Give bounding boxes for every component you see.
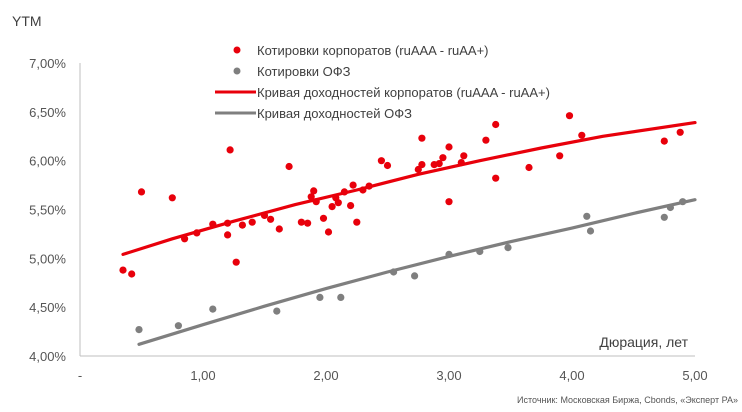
data-point-corporate xyxy=(492,120,500,129)
data-point-corporate xyxy=(349,181,357,189)
data-point-corporate xyxy=(307,193,315,201)
data-point-corporate xyxy=(181,235,189,243)
data-point-ofz xyxy=(583,212,591,220)
data-point-corporate xyxy=(310,187,318,195)
legend-marker-ofz-quotes xyxy=(233,67,241,75)
data-point-corporate xyxy=(248,218,256,226)
x-tick-label: 5,00 xyxy=(682,368,707,383)
x-tick-label: 4,00 xyxy=(559,368,584,383)
data-point-ofz xyxy=(135,326,143,334)
data-point-corporate xyxy=(232,258,240,266)
trend-line-ofz xyxy=(137,198,697,346)
source-note: Источник: Московская Биржа, Cbonds, «Экс… xyxy=(517,395,738,405)
data-point-corporate xyxy=(435,160,443,168)
data-point-corporate xyxy=(193,229,201,237)
x-tick-label: - xyxy=(78,368,82,383)
data-point-ofz xyxy=(209,305,217,313)
legend-marker-corporate-quotes xyxy=(233,46,241,54)
data-point-corporate xyxy=(224,219,232,227)
data-point-corporate xyxy=(285,162,293,171)
y-tick-label: 4,50% xyxy=(29,300,66,315)
data-point-corporate xyxy=(275,225,283,233)
x-axis-label: Дюрация, лет xyxy=(599,334,688,350)
data-point-corporate xyxy=(347,202,355,210)
data-point-corporate xyxy=(324,228,333,236)
data-point-corporate xyxy=(565,112,574,120)
y-tick-label: 5,50% xyxy=(29,203,66,218)
data-points xyxy=(119,112,687,334)
data-point-ofz xyxy=(679,198,687,206)
data-point-corporate xyxy=(359,186,367,194)
data-point-corporate xyxy=(377,157,385,165)
data-point-corporate xyxy=(224,231,232,239)
data-point-corporate xyxy=(353,218,361,226)
data-point-ofz xyxy=(586,227,595,235)
data-point-corporate xyxy=(525,163,533,172)
data-point-corporate xyxy=(267,215,275,223)
data-point-corporate xyxy=(660,137,668,145)
data-point-corporate xyxy=(209,220,217,228)
data-point-corporate xyxy=(168,194,176,202)
data-point-corporate xyxy=(482,136,490,144)
trend-lines xyxy=(121,120,697,346)
data-point-corporate xyxy=(340,188,348,196)
data-point-corporate xyxy=(137,188,146,196)
y-tick-label: 6,50% xyxy=(29,105,66,120)
data-point-corporate xyxy=(334,199,342,207)
data-point-corporate xyxy=(556,152,564,160)
data-point-ofz xyxy=(390,268,398,276)
legend-label-corporate-curve: Кривая доходностей корпоратов (ruAAA - r… xyxy=(257,85,550,100)
data-point-ofz xyxy=(174,322,182,330)
data-point-ofz xyxy=(273,307,281,315)
data-point-corporate xyxy=(383,161,392,170)
data-point-corporate xyxy=(119,266,127,274)
data-point-corporate xyxy=(445,143,453,151)
data-point-corporate xyxy=(460,152,468,160)
y-tick-label: 5,00% xyxy=(29,251,66,266)
data-point-ofz xyxy=(666,203,675,212)
data-point-corporate xyxy=(365,182,373,190)
data-point-corporate xyxy=(457,159,465,167)
y-tick-labels: 4,00% 4,50% 5,00% 5,50% 6,00% 6,50% 7,00% xyxy=(29,56,66,364)
data-point-ofz xyxy=(337,293,345,301)
data-point-corporate xyxy=(260,211,269,219)
data-point-ofz xyxy=(504,244,512,252)
data-point-corporate xyxy=(312,198,320,206)
data-point-corporate xyxy=(676,128,684,136)
y-tick-label: 7,00% xyxy=(29,56,66,71)
data-point-corporate xyxy=(418,134,426,142)
data-point-corporate xyxy=(328,203,336,211)
trend-line-corporate xyxy=(121,120,697,256)
data-point-ofz xyxy=(445,250,453,258)
legend-label-ofz-quotes: Котировки ОФЗ xyxy=(257,64,351,79)
data-point-corporate xyxy=(297,218,305,226)
data-point-ofz xyxy=(476,247,484,256)
data-point-corporate xyxy=(578,131,586,139)
data-point-corporate xyxy=(304,219,312,227)
data-point-corporate xyxy=(439,154,447,162)
axes xyxy=(79,63,695,357)
data-point-corporate xyxy=(226,146,234,154)
x-tick-label: 1,00 xyxy=(190,368,215,383)
y-tick-label: 4,00% xyxy=(29,349,66,364)
legend: Котировки корпоратов (ruAAA - ruAA+) Кот… xyxy=(215,43,550,121)
data-point-corporate xyxy=(445,198,453,206)
y-axis-label: YTM xyxy=(12,13,42,29)
y-tick-label: 6,00% xyxy=(29,154,66,169)
x-tick-label: 3,00 xyxy=(436,368,461,383)
legend-label-ofz-curve: Кривая доходностей ОФЗ xyxy=(257,106,412,121)
data-point-ofz xyxy=(660,213,668,221)
data-point-ofz xyxy=(411,272,419,280)
data-point-corporate xyxy=(492,174,500,182)
data-point-corporate xyxy=(418,161,426,169)
data-point-corporate xyxy=(319,214,328,222)
data-point-corporate xyxy=(238,221,246,229)
x-tick-label: 2,00 xyxy=(313,368,338,383)
x-tick-labels: - 1,00 2,00 3,00 4,00 5,00 xyxy=(78,368,708,383)
data-point-ofz xyxy=(316,293,324,301)
data-point-corporate xyxy=(128,270,136,278)
legend-label-corporate-quotes: Котировки корпоратов (ruAAA - ruAA+) xyxy=(257,43,489,58)
